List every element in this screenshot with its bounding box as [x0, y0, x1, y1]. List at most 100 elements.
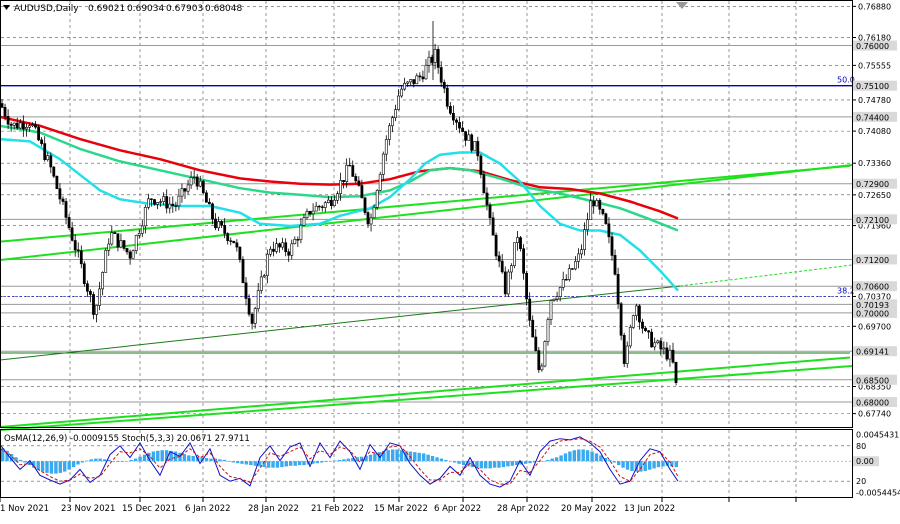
osma-bar	[554, 457, 559, 462]
osma-bar	[492, 461, 497, 468]
candle-body	[37, 126, 41, 141]
symbol-header: AUDUSD,Daily 0.69021 0.69034 0.67903 0.6…	[3, 4, 242, 14]
candle-body	[12, 122, 16, 126]
candle-body	[650, 331, 654, 348]
candle-body	[262, 275, 266, 278]
candle-body	[326, 199, 330, 204]
candle-body	[528, 298, 532, 321]
candle-body	[351, 165, 355, 177]
ohlc-low: 0.67903	[166, 4, 203, 14]
osma-bar	[169, 450, 173, 462]
osma-bar	[116, 461, 120, 462]
candle-body	[214, 218, 217, 229]
candle-body	[607, 223, 611, 238]
candle-body	[580, 249, 583, 255]
osma-bar	[80, 461, 85, 463]
candle-body	[387, 125, 391, 140]
price-label-text: 0.68500	[856, 376, 889, 385]
candle-body	[168, 203, 172, 209]
candle-body	[156, 202, 160, 205]
osma-bar	[244, 461, 249, 465]
osma-bar	[297, 461, 302, 466]
candle-body	[244, 282, 248, 299]
candle-body	[308, 211, 312, 215]
candle-body	[21, 122, 25, 130]
price-tick-label: 0.67740	[858, 410, 891, 419]
price-tick-label: 0.74080	[858, 127, 891, 136]
price-label-text: 0.71200	[856, 256, 889, 265]
candle-body	[445, 87, 449, 107]
candle-body	[217, 221, 221, 229]
price-label-box	[853, 299, 897, 310]
candle-body	[436, 49, 440, 68]
candle-body	[662, 347, 666, 350]
candle-body	[265, 253, 269, 276]
candle-body	[183, 188, 187, 192]
candle-body	[357, 180, 361, 186]
candle-body	[15, 122, 19, 129]
osma-bar	[351, 458, 355, 462]
price-tick-label: 0.76880	[858, 2, 891, 11]
ohlc-close: 0.68048	[205, 4, 242, 14]
indicator-tick-label: 20	[856, 477, 866, 486]
candle-body	[647, 330, 651, 333]
main-price-panel[interactable]: 50.0 38.2	[0, 1, 855, 431]
candle-body	[150, 198, 153, 200]
price-label-text: 0.72900	[856, 180, 889, 189]
candle-body	[67, 217, 71, 229]
candle-body	[653, 342, 657, 348]
candle-body	[601, 209, 605, 215]
candle-body	[320, 206, 324, 208]
candle-body	[342, 180, 346, 182]
osma-bar	[648, 461, 652, 470]
osma-bar	[439, 458, 444, 462]
osma-bar	[457, 461, 461, 464]
osma-bar	[98, 458, 102, 462]
osma-bar	[165, 450, 169, 462]
price-tick-label: 0.76180	[858, 34, 891, 43]
osma-bar	[213, 458, 218, 462]
osma-bar	[173, 451, 178, 462]
osma-bar	[656, 461, 661, 468]
price-tick-label: 0.70370	[858, 292, 891, 301]
candle-body	[540, 365, 544, 371]
osma-bar	[187, 455, 191, 462]
candle-body	[76, 249, 80, 252]
candle-body	[119, 240, 123, 248]
osma-bar	[621, 461, 625, 468]
candle-body	[403, 83, 407, 90]
chevron-down-icon[interactable]	[3, 5, 10, 10]
candle-body	[509, 265, 513, 273]
candle-body	[107, 243, 111, 251]
candle-body	[360, 185, 364, 199]
candle-body	[95, 305, 98, 315]
candle-body	[333, 199, 336, 206]
indicator-panel[interactable]	[0, 430, 852, 497]
candle-body	[494, 234, 498, 257]
indicator-axis: 0.0045431 80 0.00 20 -0.0054454	[853, 431, 900, 498]
osma-bar	[523, 461, 528, 464]
scroll-marker-icon[interactable]	[676, 2, 688, 9]
candle-body	[275, 243, 278, 252]
candle-body	[281, 242, 285, 248]
osma-bar	[63, 461, 67, 472]
candle-body	[634, 305, 638, 316]
candle-body	[546, 319, 550, 342]
osma-bar	[231, 461, 235, 463]
price-labels: 0.76000 0.75100 0.74400 0.72900 0.72100 0.712…	[853, 40, 897, 408]
price-label-text: 0.69141	[856, 348, 889, 357]
candle-body	[86, 283, 89, 292]
candle-body	[375, 190, 379, 208]
osma-bar	[643, 461, 647, 471]
candle-body	[406, 81, 410, 84]
osma-bar	[382, 450, 386, 462]
candle-body	[226, 233, 230, 241]
price-label-text: 0.70600	[856, 283, 889, 292]
price-label-box	[853, 214, 897, 225]
osma-bar	[528, 461, 532, 464]
osma-bar	[1, 448, 5, 462]
candle-body	[424, 64, 428, 80]
candle-body	[522, 248, 526, 274]
